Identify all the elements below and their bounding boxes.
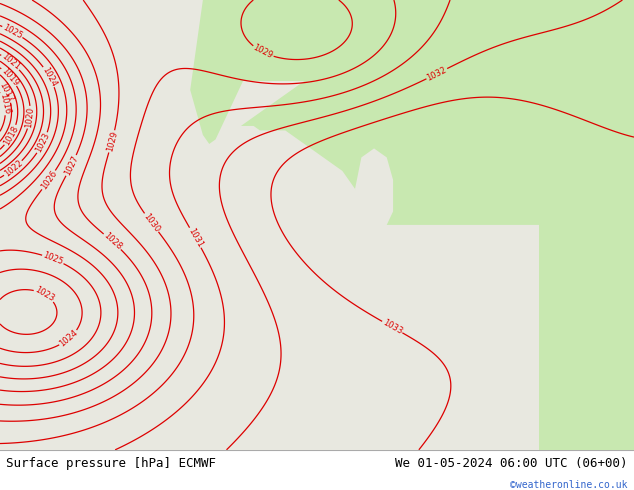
Text: 1027: 1027 xyxy=(63,154,80,177)
Text: 1031: 1031 xyxy=(186,226,205,249)
Bar xyxy=(222,0,634,81)
Text: 1030: 1030 xyxy=(141,212,162,234)
Text: 1019: 1019 xyxy=(0,66,20,88)
Text: 1021: 1021 xyxy=(0,52,22,72)
Text: 1032: 1032 xyxy=(425,65,448,82)
Text: 1025: 1025 xyxy=(1,23,24,41)
Text: 1018: 1018 xyxy=(2,124,20,147)
Text: 1029: 1029 xyxy=(252,43,275,61)
Text: 1028: 1028 xyxy=(101,231,123,252)
Text: 1024: 1024 xyxy=(58,328,80,349)
Text: ©weatheronline.co.uk: ©weatheronline.co.uk xyxy=(510,480,628,490)
Polygon shape xyxy=(336,234,399,306)
Text: 1023: 1023 xyxy=(33,285,56,304)
Text: 1033: 1033 xyxy=(381,318,404,336)
Polygon shape xyxy=(241,0,634,225)
Text: 1023: 1023 xyxy=(34,131,51,154)
Text: 1016: 1016 xyxy=(0,93,11,115)
Bar xyxy=(539,0,634,450)
Text: 1029: 1029 xyxy=(105,130,119,153)
Text: Surface pressure [hPa] ECMWF: Surface pressure [hPa] ECMWF xyxy=(6,457,216,470)
Text: 1026: 1026 xyxy=(39,169,58,191)
Text: 1020: 1020 xyxy=(24,106,36,128)
Text: 1017: 1017 xyxy=(0,80,15,103)
Text: 1022: 1022 xyxy=(3,158,24,179)
Text: We 01-05-2024 06:00 UTC (06+00): We 01-05-2024 06:00 UTC (06+00) xyxy=(395,457,628,470)
Polygon shape xyxy=(355,148,393,229)
Polygon shape xyxy=(0,148,254,239)
Text: 1024: 1024 xyxy=(41,65,58,88)
Polygon shape xyxy=(190,0,260,144)
Text: 1025: 1025 xyxy=(42,251,65,267)
